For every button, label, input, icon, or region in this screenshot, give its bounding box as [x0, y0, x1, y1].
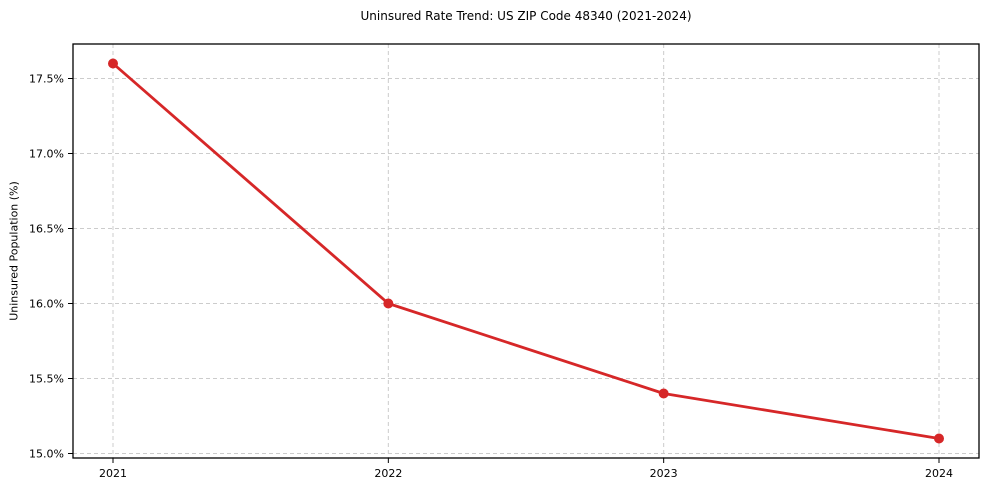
- x-tick-label: 2023: [650, 467, 678, 480]
- data-point-marker: [383, 298, 394, 309]
- trend-line: [111, 62, 941, 440]
- data-point-marker: [934, 433, 944, 444]
- chart-title: Uninsured Rate Trend: US ZIP Code 48340 …: [360, 9, 692, 23]
- y-tick-label: 15.0%: [29, 448, 64, 461]
- data-point-marker: [108, 58, 118, 69]
- x-tick-label: 2022: [374, 467, 402, 480]
- y-tick-label: 17.5%: [29, 73, 64, 86]
- y-tick-label: 16.0%: [29, 298, 64, 311]
- plot-background: [73, 44, 979, 458]
- data-point-marker: [658, 388, 669, 399]
- plot-border: [72, 43, 980, 459]
- y-tick-label: 16.5%: [29, 223, 64, 236]
- x-tick-label: 2024: [925, 467, 953, 480]
- y-tick-label: 17.0%: [29, 148, 64, 161]
- y-tick-label: 15.5%: [29, 373, 64, 386]
- x-tick-label: 2021: [99, 467, 127, 480]
